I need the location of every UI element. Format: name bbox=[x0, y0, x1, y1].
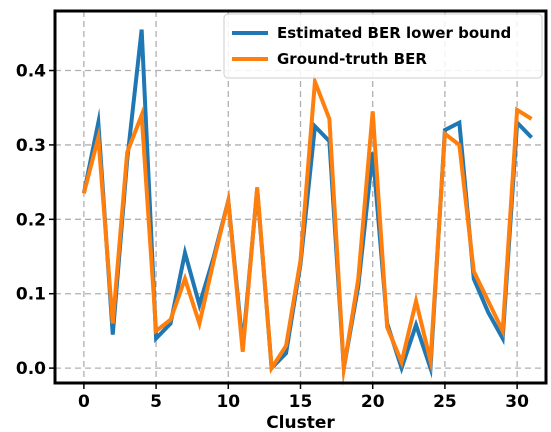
series-line-1 bbox=[81, 72, 533, 387]
x-tick-label: 15 bbox=[289, 392, 313, 412]
series-layer bbox=[81, 29, 533, 387]
x-tick-label: 5 bbox=[150, 392, 162, 412]
axis-ticks: 0 5 10 15 20 25 30 0.0 0.1 0.2 0.3 0.4 bbox=[16, 62, 529, 412]
y-tick-label: 0.4 bbox=[16, 62, 46, 82]
legend-label-1: Ground-truth BER bbox=[277, 50, 427, 68]
legend-label-0: Estimated BER lower bound bbox=[277, 24, 511, 42]
x-tick-label: 0 bbox=[78, 392, 90, 412]
y-tick-label: 0.2 bbox=[16, 210, 46, 230]
y-tick-label: 0.1 bbox=[16, 285, 46, 305]
x-tick-label: 30 bbox=[505, 392, 529, 412]
x-tick-label: 20 bbox=[361, 392, 385, 412]
y-tick-label: 0.0 bbox=[16, 359, 46, 379]
x-tick-label: 10 bbox=[216, 392, 240, 412]
x-tick-label: 25 bbox=[433, 392, 457, 412]
legend-box bbox=[223, 13, 543, 79]
x-axis-title: Cluster bbox=[266, 413, 335, 432]
legend: Estimated BER lower bound Ground-truth BE… bbox=[223, 13, 543, 79]
y-tick-label: 0.3 bbox=[16, 136, 46, 156]
